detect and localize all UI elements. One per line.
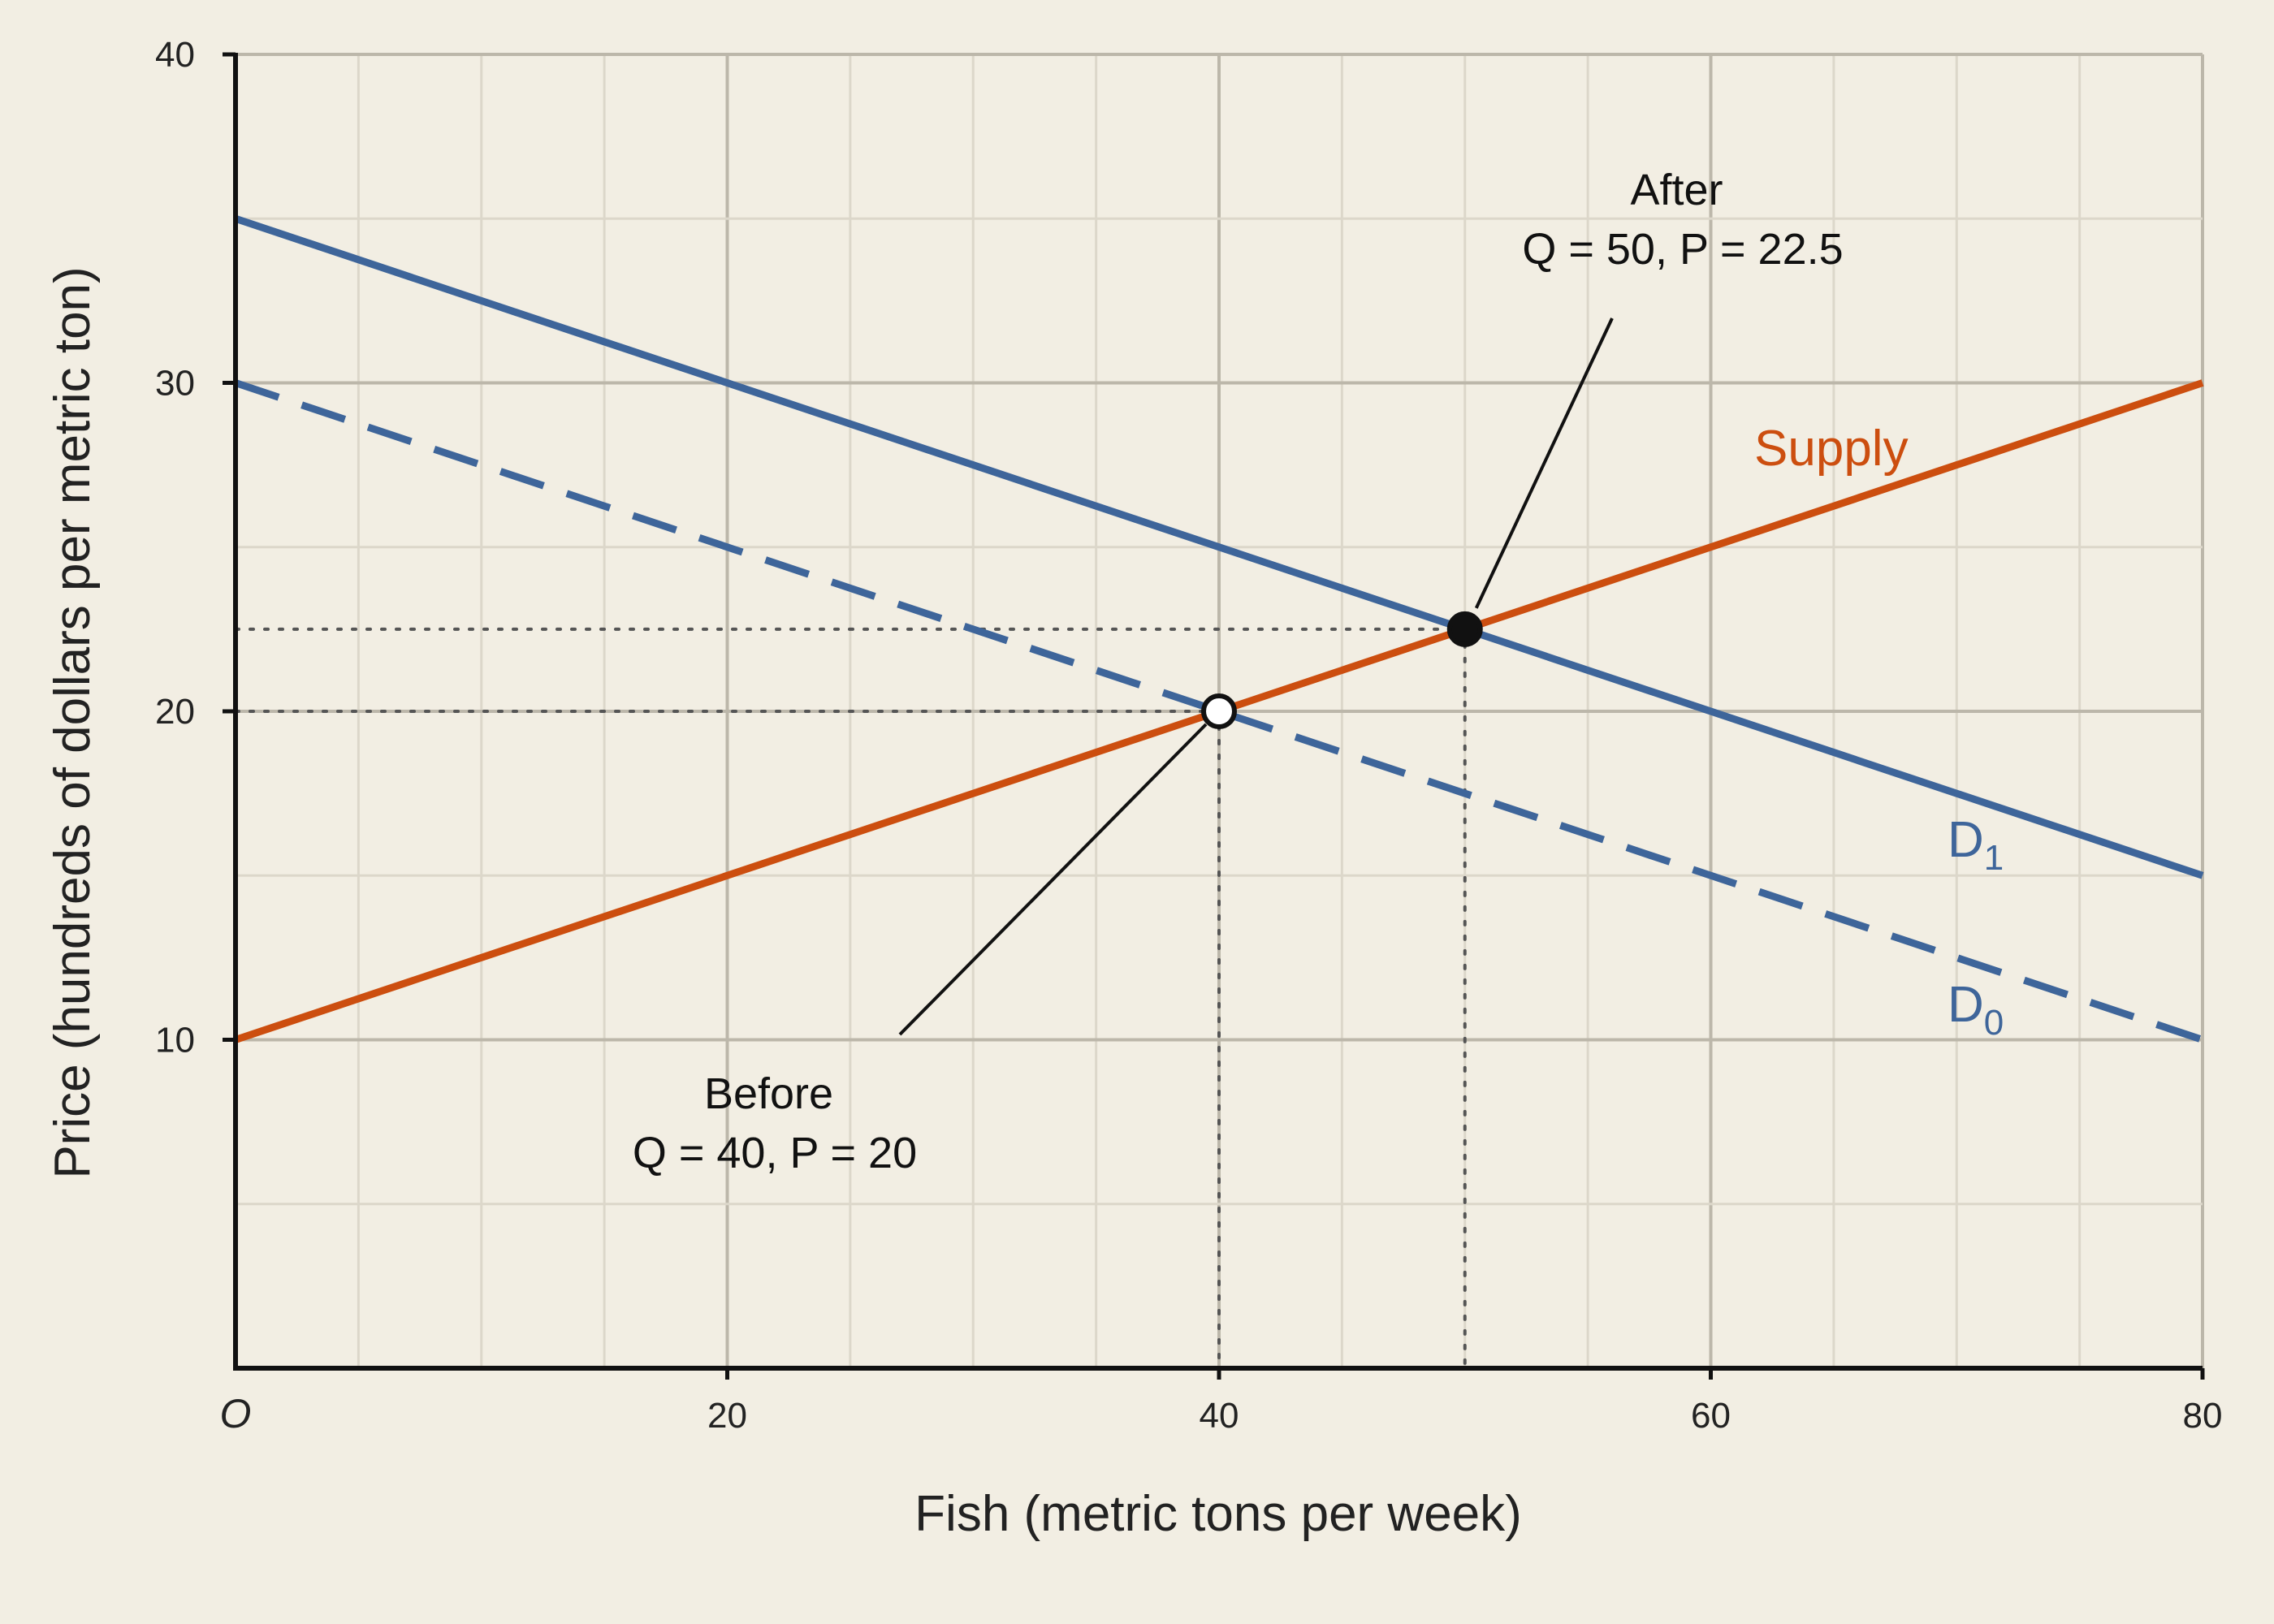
d0-subscript: 0	[1984, 1003, 2004, 1043]
after-label: After Q = 50, P = 22.5	[1522, 166, 1843, 274]
before-equilibrium-point	[1201, 693, 1237, 729]
x-axis-title: Fish (metric tons per week)	[914, 1486, 1522, 1542]
supply-label: Supply	[1754, 421, 1909, 477]
y-tick-label: 20	[155, 692, 195, 732]
x-tick-label: 40	[1200, 1396, 1239, 1436]
after-equilibrium-point	[1446, 611, 1483, 647]
d1-curve	[234, 214, 2204, 879]
grid	[236, 53, 2204, 1368]
x-tick-label: 20	[707, 1396, 747, 1436]
axes	[223, 52, 2205, 1380]
x-tick-label: 80	[2183, 1396, 2223, 1436]
y-tick-label: 30	[155, 364, 195, 404]
after-pointer-line	[1474, 317, 1614, 609]
x-tick-label: 60	[1691, 1396, 1731, 1436]
d1-subscript: 1	[1984, 838, 2004, 878]
y-tick-label: 10	[155, 1021, 195, 1060]
y-tick-label: 40	[155, 35, 195, 75]
dotted-guides	[234, 627, 1467, 1370]
before-label: Before Q = 40, P = 20	[633, 1069, 917, 1177]
d1-label: D1	[1948, 812, 2004, 878]
y-axis-title: Price (hundreds of dollars per metric to…	[45, 266, 101, 1178]
annotations	[898, 317, 1614, 1036]
before-pointer-line	[898, 723, 1208, 1036]
origin-label: O	[220, 1391, 252, 1436]
d0-label: D0	[1948, 977, 2004, 1043]
equilibrium-points	[1201, 611, 1483, 729]
